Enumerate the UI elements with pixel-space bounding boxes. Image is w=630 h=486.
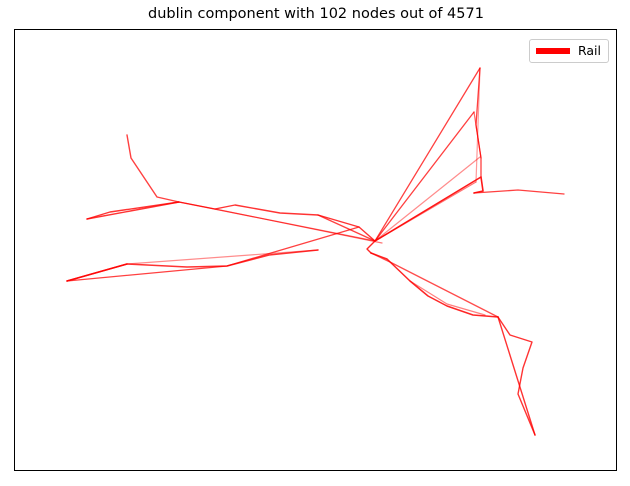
rail-edge [366, 240, 376, 254]
rail-edge [409, 280, 486, 316]
rail-edge [66, 226, 360, 282]
rail-edge [497, 316, 536, 436]
rail-edge [374, 111, 475, 242]
rail-edge [370, 252, 499, 318]
rail-edge [473, 189, 565, 195]
rail-edge [473, 111, 482, 159]
rail-edge [66, 249, 319, 282]
legend: Rail [528, 39, 609, 63]
rail-edge [374, 156, 481, 242]
rail-edge [66, 263, 128, 282]
legend-label-rail: Rail [577, 43, 601, 58]
rail-edge [497, 316, 536, 436]
plot-area: Rail [14, 29, 617, 471]
rail-edge [317, 214, 376, 242]
rail-edge [126, 249, 319, 265]
rail-edge [475, 67, 481, 183]
chart-title: dublin component with 102 nodes out of 4… [148, 6, 484, 22]
rail-edge [86, 201, 180, 220]
rail-edge [214, 208, 383, 244]
rail-edge [370, 252, 499, 318]
legend-swatch-rail [535, 47, 570, 54]
network-graph [66, 67, 565, 436]
rail-edge [126, 134, 180, 203]
rail-edge [86, 201, 376, 242]
rail-edge [374, 176, 484, 242]
rail-edge [374, 67, 481, 242]
